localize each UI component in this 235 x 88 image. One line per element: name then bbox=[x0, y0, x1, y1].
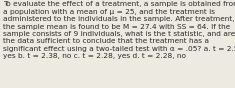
Text: To evaluate the effect of a treatment, a sample is obtained from
a population wi: To evaluate the effect of a treatment, a… bbox=[3, 1, 235, 59]
